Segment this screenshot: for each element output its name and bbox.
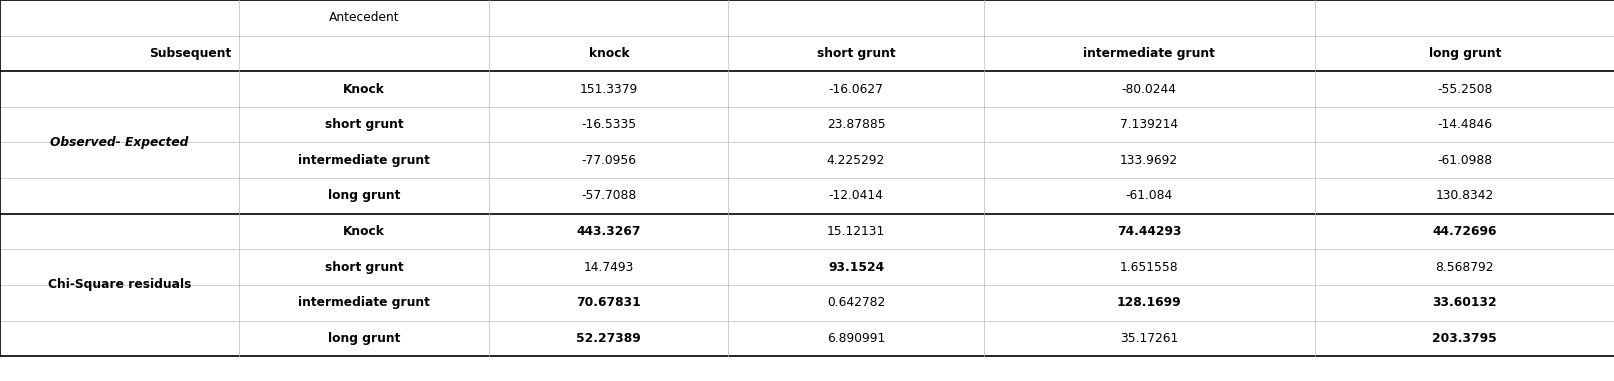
Text: knock: knock bbox=[587, 47, 629, 60]
Text: 0.642782: 0.642782 bbox=[826, 296, 884, 309]
Text: Antecedent: Antecedent bbox=[329, 11, 399, 24]
Text: 15.12131: 15.12131 bbox=[826, 225, 884, 238]
Text: 74.44293: 74.44293 bbox=[1117, 225, 1180, 238]
Text: Knock: Knock bbox=[344, 83, 384, 96]
Text: -61.084: -61.084 bbox=[1125, 189, 1172, 202]
Text: 133.9692: 133.9692 bbox=[1120, 154, 1177, 167]
Text: Knock: Knock bbox=[344, 225, 384, 238]
Text: -14.4846: -14.4846 bbox=[1436, 118, 1491, 131]
Text: 128.1699: 128.1699 bbox=[1115, 296, 1181, 309]
Text: 70.67831: 70.67831 bbox=[576, 296, 641, 309]
Text: -16.5335: -16.5335 bbox=[581, 118, 636, 131]
Text: 44.72696: 44.72696 bbox=[1432, 225, 1496, 238]
Text: 443.3267: 443.3267 bbox=[576, 225, 641, 238]
Text: Chi-Square residuals: Chi-Square residuals bbox=[48, 279, 190, 291]
Text: 130.8342: 130.8342 bbox=[1435, 189, 1493, 202]
Text: 1.651558: 1.651558 bbox=[1119, 261, 1178, 274]
Text: short grunt: short grunt bbox=[324, 261, 404, 274]
Text: 93.1524: 93.1524 bbox=[828, 261, 883, 274]
Text: 4.225292: 4.225292 bbox=[826, 154, 884, 167]
Text: intermediate grunt: intermediate grunt bbox=[1083, 47, 1214, 60]
Text: 52.27389: 52.27389 bbox=[576, 332, 641, 345]
Text: Subsequent: Subsequent bbox=[148, 47, 231, 60]
Text: -80.0244: -80.0244 bbox=[1120, 83, 1177, 96]
Text: 23.87885: 23.87885 bbox=[826, 118, 884, 131]
Text: long grunt: long grunt bbox=[328, 332, 400, 345]
Text: 6.890991: 6.890991 bbox=[826, 332, 884, 345]
Text: 151.3379: 151.3379 bbox=[579, 83, 638, 96]
Text: -57.7088: -57.7088 bbox=[581, 189, 636, 202]
Text: short grunt: short grunt bbox=[817, 47, 894, 60]
Text: -61.0988: -61.0988 bbox=[1436, 154, 1491, 167]
Text: -16.0627: -16.0627 bbox=[828, 83, 883, 96]
Text: 8.568792: 8.568792 bbox=[1435, 261, 1493, 274]
Text: intermediate grunt: intermediate grunt bbox=[299, 296, 429, 309]
Text: 33.60132: 33.60132 bbox=[1432, 296, 1496, 309]
Text: 7.139214: 7.139214 bbox=[1120, 118, 1177, 131]
Text: 203.3795: 203.3795 bbox=[1432, 332, 1496, 345]
Text: long grunt: long grunt bbox=[1428, 47, 1499, 60]
Text: short grunt: short grunt bbox=[324, 118, 404, 131]
Text: long grunt: long grunt bbox=[328, 189, 400, 202]
Text: -55.2508: -55.2508 bbox=[1436, 83, 1491, 96]
Text: -12.0414: -12.0414 bbox=[828, 189, 883, 202]
Text: 35.17261: 35.17261 bbox=[1119, 332, 1178, 345]
Text: intermediate grunt: intermediate grunt bbox=[299, 154, 429, 167]
Text: -77.0956: -77.0956 bbox=[581, 154, 636, 167]
Text: 14.7493: 14.7493 bbox=[583, 261, 634, 274]
Text: Observed- Expected: Observed- Expected bbox=[50, 136, 189, 149]
